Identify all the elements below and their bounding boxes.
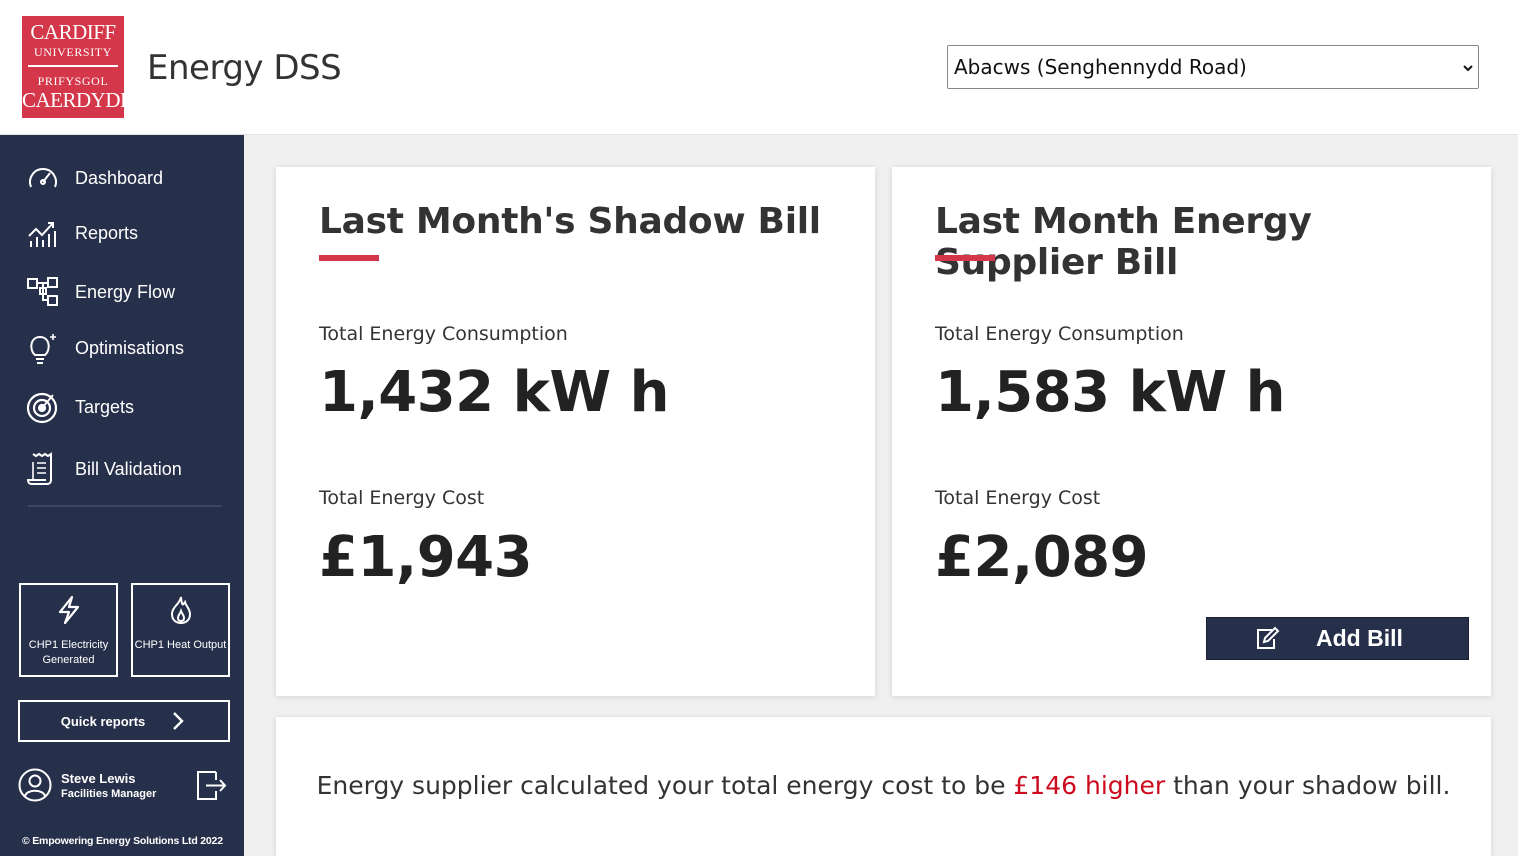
title-accent [935,255,995,261]
sidebar-item-bill-validation[interactable]: Bill Validation [26,449,182,489]
building-select[interactable]: Abacws (Senghennydd Road) [947,45,1479,89]
building-select-value: Abacws (Senghennydd Road) [954,55,1247,79]
bulb-icon [30,334,56,364]
sidebar-item-label: Optimisations [75,337,185,358]
user-role: Facilities Manager [61,787,157,800]
chp1-heat-tile[interactable]: CHP1 Heat Output [131,583,230,677]
nav-divider [28,505,222,507]
cost-label: Total Energy Cost [319,487,485,509]
consumption-value: 1,432 kW h [319,360,670,425]
chevron-down-icon [1463,65,1473,72]
sidebar-item-label: Dashboard [75,167,164,188]
logo-line-2: UNIVERSITY [34,45,112,59]
sidebar-item-energy-flow[interactable]: Energy Flow [26,272,175,312]
sidebar-item-dashboard[interactable]: Dashboard [26,158,163,198]
user-name: Steve Lewis [61,770,136,786]
flow-icon [27,277,58,306]
consumption-label: Total Energy Consumption [319,323,568,345]
title-accent [319,255,379,261]
card-title: Last Month's Shadow Bill [319,201,821,242]
chp1-electricity-tile[interactable]: CHP1 Electricity Generated [19,583,118,677]
flame-icon [170,596,191,625]
sidebar-item-optimisations[interactable]: Optimisations [26,328,184,368]
summary-highlight: £146 higher [1013,771,1166,800]
summary-text: Energy supplier calculated your total en… [276,771,1491,800]
shadow-bill-card: Last Month's Shadow Bill Total Energy Co… [276,167,875,696]
logo-rule [28,65,118,67]
add-bill-label: Add Bill [1316,625,1403,651]
sidebar-item-label: Energy Flow [75,281,176,302]
sidebar: Dashboard Reports Energy Flow Optimisati… [0,135,244,856]
sidebar-item-label: Reports [75,222,139,243]
target-icon [26,392,58,424]
gauge-icon [29,168,57,188]
chevron-right-icon [173,712,184,730]
supplier-bill-card: Last Month Energy Supplier Bill Total En… [892,167,1491,696]
cost-value: £1,943 [319,525,533,590]
app-title: Energy DSS [147,48,342,88]
logo-line-1: CARDIFF [30,20,116,44]
cost-value: £2,089 [935,525,1149,590]
logout-icon[interactable] [195,769,228,802]
logo-line-4: CAERDYDD [22,88,135,112]
sidebar-item-targets[interactable]: Targets [26,387,134,427]
avatar-icon [18,768,52,802]
consumption-value: 1,583 kW h [935,360,1286,425]
cost-label: Total Energy Cost [935,487,1101,509]
lightning-icon [58,595,79,625]
sidebar-item-label: Targets [75,396,135,417]
sidebar-item-reports[interactable]: Reports [26,213,138,253]
tile-label: CHP1 Heat Output [134,639,227,651]
edit-icon [1257,626,1280,649]
summary-suffix: than your shadow bill. [1165,771,1451,800]
receipt-icon [26,452,52,485]
cardiff-university-logo[interactable]: CARDIFF UNIVERSITY PRIFYSGOL CAERDYDD [22,16,135,118]
chart-icon [28,222,56,247]
user-profile[interactable]: Steve Lewis Facilities Manager [18,768,156,802]
add-bill-button[interactable]: Add Bill [1206,617,1469,660]
quick-reports-button[interactable]: Quick reports [18,700,230,742]
consumption-label: Total Energy Consumption [935,323,1184,345]
comparison-summary: Energy supplier calculated your total en… [276,717,1491,856]
header: CARDIFF UNIVERSITY PRIFYSGOL CAERDYDD En… [0,0,1518,135]
card-title: Last Month Energy Supplier Bill [935,201,1312,283]
summary-prefix: Energy supplier calculated your total en… [316,771,1014,800]
copyright: © Empowering Energy Solutions Ltd 2022 [22,835,223,847]
tile-label: CHP1 Electricity Generated [28,639,109,666]
quick-reports-label: Quick reports [60,713,146,729]
logo-line-3: PRIFYSGOL [37,74,109,88]
sidebar-item-label: Bill Validation [75,458,182,479]
